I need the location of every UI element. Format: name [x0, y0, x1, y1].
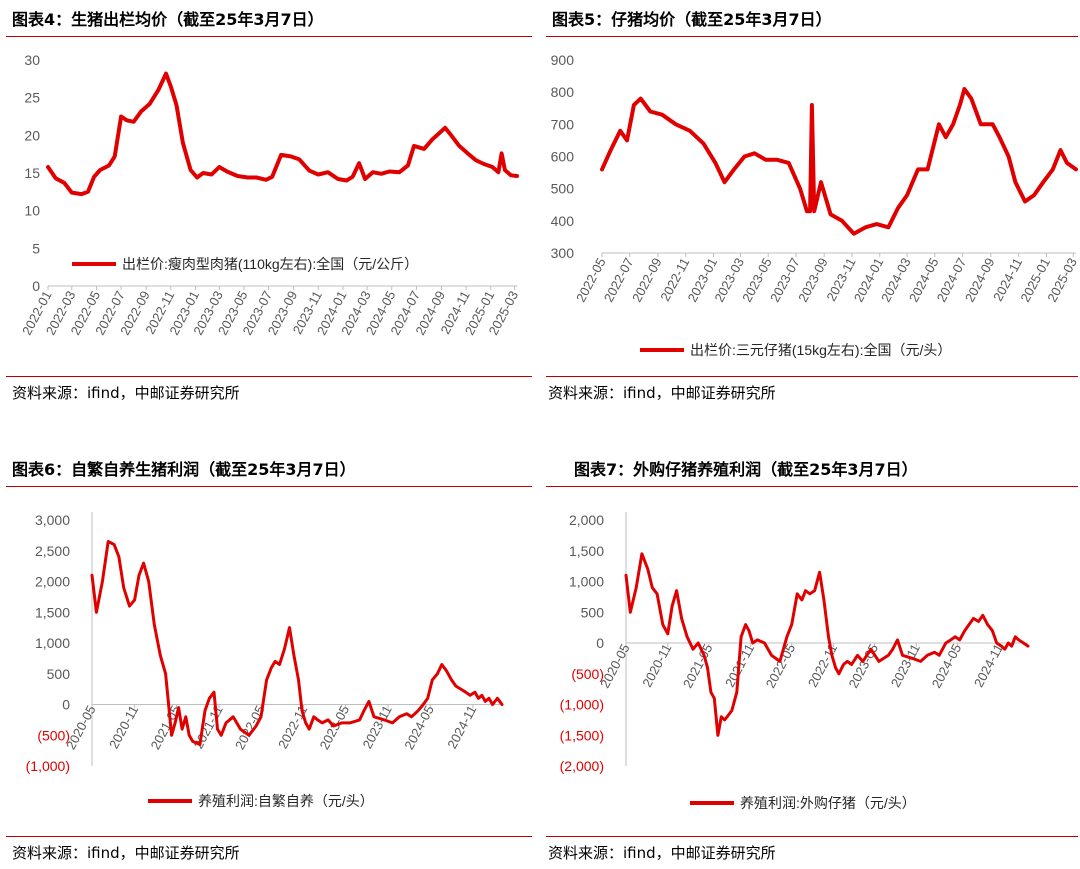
chart-panel-self-breeding-profit: 图表6：自繁自养生猪利润（截至25年3月7日） 3,000 2,500 2,000 1… [0, 450, 540, 869]
chart-panel-piglet-price: 图表5：仔猪均价（截至25年3月7日） 900 800 700 600 500 400 30… [540, 0, 1080, 430]
source-rule [546, 836, 1078, 837]
profit-line-chart: 3,000 2,500 2,000 1,500 1,000 500 0 (500) (1,000… [26, 512, 504, 809]
y-tick-label: (500) [37, 727, 70, 743]
source-rule [546, 376, 1078, 377]
legend-label: 出栏价:三元仔猪(15kg左右):全国（元/头） [690, 342, 951, 358]
y-tick-label: 0 [596, 635, 604, 651]
profit-line-chart: 2,000 1,500 1,000 500 0 (500) (1,000) (1,500) (2… [560, 512, 1030, 811]
y-tick-label: 1,000 [569, 574, 604, 590]
title-rule [546, 486, 1078, 487]
y-tick-label: 500 [581, 604, 605, 620]
y-tick-label: (500) [571, 666, 604, 682]
title-rule [6, 36, 532, 37]
y-tick-label: 0 [62, 697, 70, 713]
x-tick-label: 2020-11 [106, 703, 141, 751]
source-rule [6, 836, 532, 837]
y-tick-label: 1,000 [35, 635, 70, 651]
x-tick-label: 2024-11 [971, 641, 1006, 689]
panel-title: 图表4：生猪出栏均价（截至25年3月7日） [12, 10, 324, 29]
series-line [624, 552, 1030, 737]
title-rule [6, 486, 532, 487]
y-tick-label: (1,000) [26, 758, 70, 774]
x-tick-label: 2024-05 [929, 641, 965, 690]
y-tick-label: 2,000 [35, 574, 70, 590]
source-note: 资料来源：ifind，中邮证券研究所 [12, 844, 240, 862]
y-tick-label: 800 [551, 84, 575, 100]
y-tick-label: 2,000 [569, 512, 604, 528]
y-tick-label: 900 [551, 52, 575, 68]
y-tick-label: 500 [47, 666, 71, 682]
source-note: 资料来源：ifind，中邮证券研究所 [548, 384, 776, 402]
y-tick-label: 3,000 [35, 512, 70, 528]
source-note: 资料来源：ifind，中邮证券研究所 [12, 384, 240, 402]
price-line-chart: 3025201510502022-012022-032022-052022-07… [19, 52, 521, 338]
legend-label: 出栏价:瘦肉型肉猪(110kg左右):全国（元/公斤） [122, 256, 418, 272]
y-tick-label: 0 [32, 278, 40, 294]
y-tick-label: 15 [24, 165, 40, 181]
panel-title: 图表6：自繁自养生猪利润（截至25年3月7日） [12, 460, 356, 479]
y-tick-label: 2,500 [35, 543, 70, 559]
legend-label: 养殖利润:外购仔猪（元/头） [740, 795, 916, 811]
y-tick-label: (1,000) [560, 697, 604, 713]
y-tick-label: 30 [24, 52, 40, 68]
source-note: 资料来源：ifind，中邮证券研究所 [548, 844, 776, 862]
y-tick-label: 300 [551, 245, 575, 261]
y-tick-label: 10 [24, 203, 40, 219]
y-tick-label: 5 [32, 240, 40, 256]
panel-title: 图表7：外购仔猪养殖利润（截至25年3月7日） [574, 460, 918, 479]
source-rule [6, 376, 532, 377]
price-line-chart: 9008007006005004003002022-052022-072022-… [551, 52, 1080, 358]
y-tick-label: 500 [551, 181, 575, 197]
y-tick-label: 600 [551, 149, 575, 165]
y-tick-label: 1,500 [569, 543, 604, 559]
y-tick-label: (1,500) [560, 727, 604, 743]
legend-label: 养殖利润:自繁自养（元/头） [198, 793, 374, 809]
x-tick-label: 2020-11 [639, 641, 674, 689]
series-line [600, 87, 1078, 236]
x-tick-label: 2022-11 [275, 703, 310, 751]
y-tick-label: 700 [551, 116, 575, 132]
x-tick-label: 2024-11 [444, 703, 479, 751]
panel-title: 图表5：仔猪均价（截至25年3月7日） [552, 10, 832, 29]
y-tick-label: (2,000) [560, 758, 604, 774]
y-tick-label: 1,500 [35, 604, 70, 620]
series-line [46, 71, 519, 197]
chart-panel-purchased-piglet-profit: 图表7：外购仔猪养殖利润（截至25年3月7日） 2,000 1,500 1,000 5… [540, 450, 1080, 869]
y-tick-label: 20 [24, 127, 40, 143]
x-tick-label: 2023-05 [317, 703, 353, 752]
series-line [90, 540, 504, 746]
y-tick-label: 25 [24, 90, 40, 106]
y-tick-label: 400 [551, 213, 575, 229]
title-rule [546, 36, 1078, 37]
x-tick-label: 2023-05 [846, 641, 882, 690]
chart-panel-hog-price: 图表4：生猪出栏均价（截至25年3月7日） 30 25 20 15 10 5 0 2022-0… [0, 0, 540, 430]
